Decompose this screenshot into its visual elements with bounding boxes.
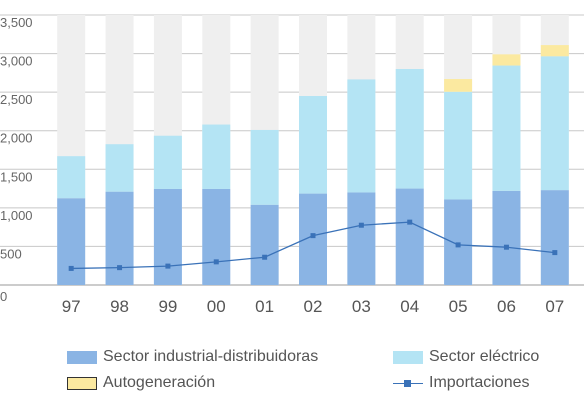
bar-s0-02: [299, 193, 327, 285]
bar-s1-99: [153, 135, 182, 189]
bar-s2-07: [540, 45, 569, 57]
line-point-02: [310, 233, 316, 239]
importaciones-line: [68, 219, 558, 271]
line-point-05: [455, 242, 461, 248]
bar-s1-03: [347, 79, 376, 193]
y-tick-label-7: 3,500: [0, 15, 33, 30]
bar-s1-01: [250, 129, 279, 205]
bar-s1-02: [299, 96, 327, 194]
bar-s1-04: [395, 69, 424, 189]
y-tick-label-2: 1,000: [0, 208, 33, 223]
legend-item-electrico: Sector eléctrico: [393, 348, 539, 366]
y-tick-label-4: 2,000: [0, 131, 33, 146]
legend-label-importaciones: Importaciones: [429, 374, 530, 391]
x-tick-label-99: 99: [158, 297, 177, 316]
legend-swatch-electrico: [393, 350, 423, 364]
x-tick-label-02: 02: [304, 297, 323, 316]
bar-s0-99: [153, 188, 182, 285]
line-point-03: [358, 222, 364, 228]
bar-s0-00: [202, 188, 231, 285]
x-tick-label-04: 04: [400, 297, 419, 316]
bar-s0-97: [57, 198, 86, 285]
y-tick-label-1: 500: [0, 246, 22, 261]
bar-s0-01: [250, 204, 279, 285]
bar-s1-97: [57, 156, 86, 199]
y-tick-label-3: 1,500: [0, 169, 33, 184]
x-tick-label-06: 06: [497, 297, 516, 316]
line-point-98: [117, 265, 123, 271]
x-tick-label-01: 01: [255, 297, 274, 316]
y-tick-label-6: 3,000: [0, 54, 33, 69]
y-tick-label-5: 2,500: [0, 92, 33, 107]
bar-s1-05: [444, 91, 473, 200]
x-tick-label-03: 03: [352, 297, 371, 316]
x-tick-label-98: 98: [110, 297, 129, 316]
x-axis-ticks: 97 98 99 00 01 02 03 04 05 06 07: [62, 297, 565, 316]
bar-s0-05: [444, 199, 473, 285]
legend-swatch-importaciones: [393, 377, 423, 390]
line-point-04: [407, 219, 413, 225]
line-point-01: [262, 254, 268, 260]
line-point-00: [213, 259, 219, 265]
bar-s1-07: [540, 56, 569, 191]
gridlines: [0, 14, 584, 286]
bar-s2-06: [492, 54, 521, 66]
x-tick-label-00: 00: [207, 297, 226, 316]
bar-s0-03: [347, 192, 376, 285]
y-tick-label-0: 0: [0, 289, 7, 304]
legend-label-electrico: Sector eléctrico: [429, 348, 540, 365]
legend-label-industrial: Sector industrial-distribuidoras: [103, 348, 319, 365]
y-axis-ticks: 0 500 1,000 1,500 2,000 2,500 3,000 3,500: [0, 15, 33, 304]
bar-s0-06: [492, 190, 521, 285]
x-tick-label-05: 05: [449, 297, 468, 316]
line-point-07: [552, 250, 558, 256]
bar-s2-05: [444, 79, 473, 92]
bar-s1-06: [492, 65, 521, 191]
line-point-97: [68, 265, 74, 271]
x-tick-label-07: 07: [545, 297, 564, 316]
x-tick-label-97: 97: [62, 297, 81, 316]
legend-item-autogeneracion: Autogeneración: [67, 374, 215, 392]
bar-s0-98: [105, 191, 134, 285]
line-point-06: [503, 244, 509, 250]
line-point-99: [165, 263, 171, 269]
bar-s1-98: [105, 144, 134, 192]
bar-s0-04: [395, 188, 424, 285]
legend-swatch-industrial: [67, 350, 97, 364]
bar-s0-07: [540, 190, 569, 285]
legend-swatch-autogeneracion: [67, 376, 97, 390]
legend-label-autogeneracion: Autogeneración: [103, 374, 216, 391]
bar-s1-00: [202, 124, 231, 189]
bar-groups: [57, 15, 569, 285]
legend-item-industrial: Sector industrial-distribuidoras: [67, 348, 318, 366]
legend-item-importaciones: Importaciones: [393, 374, 530, 392]
